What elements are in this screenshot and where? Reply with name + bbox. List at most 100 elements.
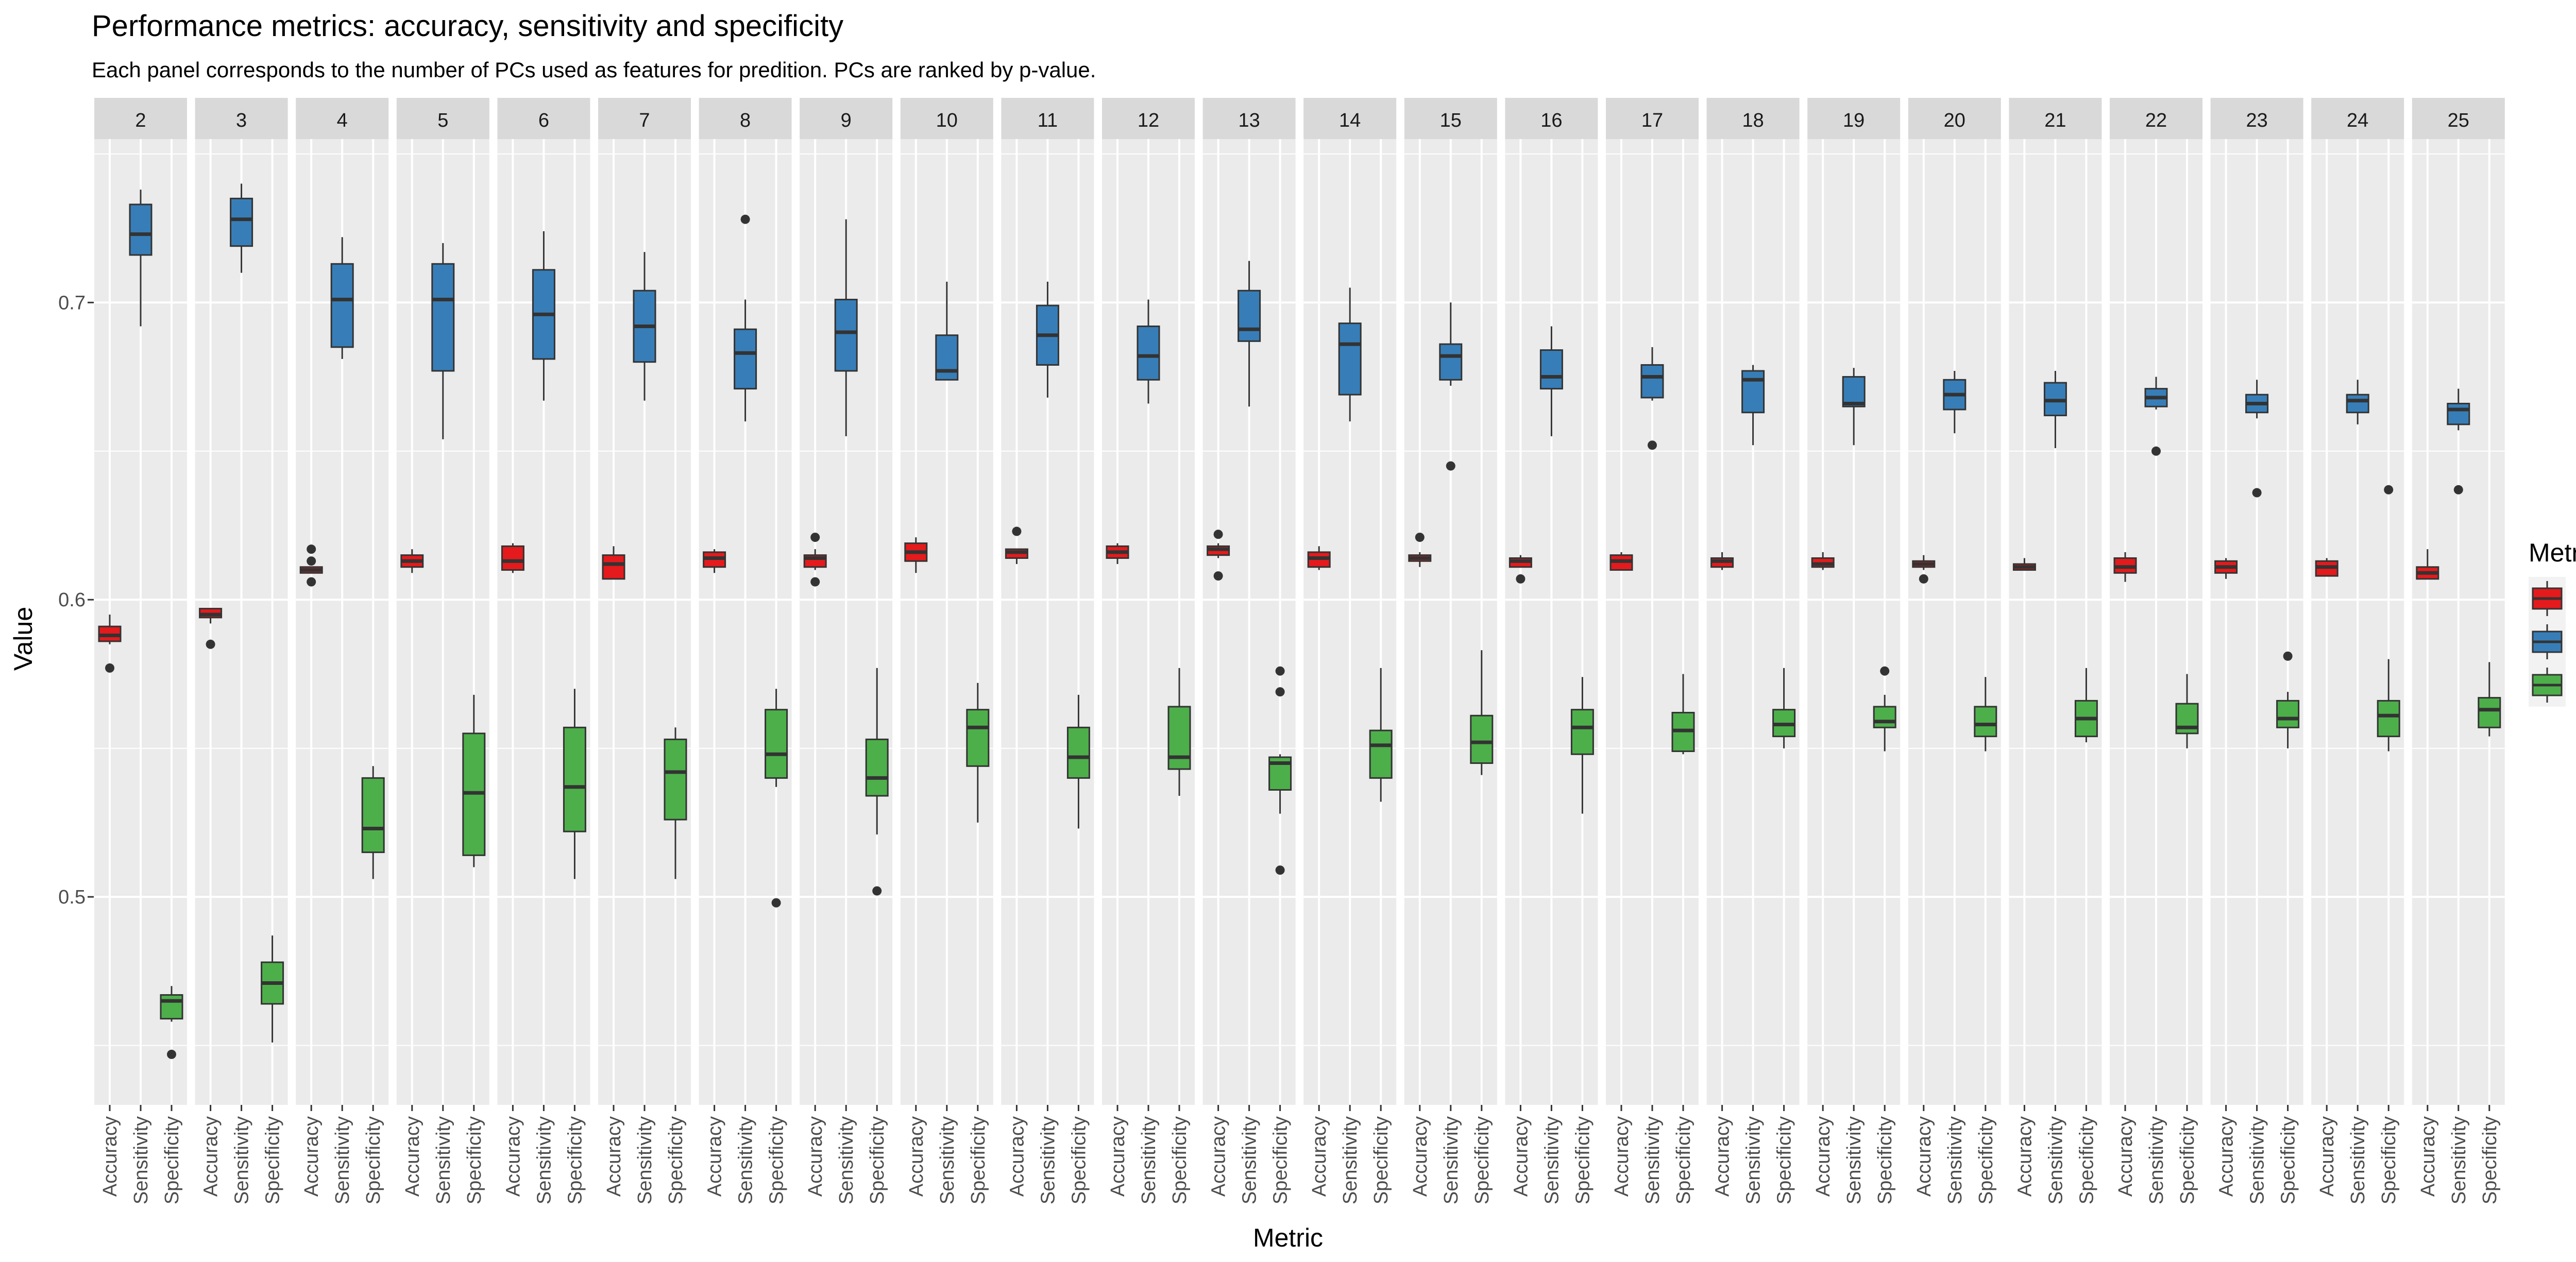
y-tick-label: 0.7 — [58, 292, 86, 314]
x-tick-label: Specificity — [1572, 1116, 1594, 1204]
box — [966, 709, 990, 767]
facet-strip-label: 16 — [1540, 110, 1562, 131]
x-tick-label: Sensitivity — [231, 1116, 253, 1204]
facet-strip-label: 25 — [2448, 110, 2469, 131]
y-axis-tick-labels: 0.5 0.6 0.7 — [58, 292, 94, 908]
facet-panel: 24 Accuracy Sensitivity Specificity — [2311, 98, 2404, 1204]
facet-strip-label: 21 — [2044, 110, 2066, 131]
boxplot-sensitivity — [1842, 368, 1866, 446]
x-tick-label: Specificity — [665, 1116, 687, 1204]
x-tick-label: Specificity — [2278, 1116, 2299, 1204]
facet-strip-label: 2 — [135, 110, 146, 131]
x-tick-label: Specificity — [2177, 1116, 2198, 1204]
boxplot-sensitivity — [1439, 302, 1463, 471]
box — [602, 554, 625, 580]
box — [330, 263, 354, 348]
box — [834, 299, 858, 372]
facet-strip-label: 5 — [437, 110, 448, 131]
y-axis-title: Value — [9, 607, 38, 671]
x-tick-label: Sensitivity — [937, 1116, 958, 1204]
boxplot-accuracy — [1509, 555, 1532, 584]
y-tick-label: 0.6 — [58, 589, 86, 611]
boxplot-accuracy — [199, 608, 223, 649]
boxplot-specificity — [2276, 651, 2300, 748]
legend-entry-specificity: Specificity — [2529, 663, 2566, 707]
box — [1640, 364, 1664, 399]
facet-panel: 25 Accuracy Sensitivity Specificity — [2412, 98, 2505, 1204]
x-tick-label: Accuracy — [99, 1116, 121, 1197]
x-tick-label: Specificity — [1169, 1116, 1191, 1204]
facet-panel: 8 Accuracy Sensitivity Specificity — [699, 98, 792, 1204]
boxplot-accuracy — [98, 615, 122, 673]
boxplot-specificity — [2175, 674, 2199, 748]
x-tick-label: Accuracy — [1410, 1116, 1431, 1197]
outlier-point — [1880, 666, 1890, 676]
boxplot-sensitivity — [330, 237, 354, 359]
x-tick-label: Specificity — [766, 1116, 788, 1204]
boxplot-specificity — [1268, 666, 1292, 875]
box — [1338, 322, 1362, 396]
boxplot-sensitivity — [935, 281, 959, 381]
x-tick-label: Accuracy — [1309, 1116, 1330, 1197]
box — [563, 726, 586, 832]
facet-strip — [1001, 98, 1094, 139]
x-tick-label: Sensitivity — [1440, 1116, 1462, 1204]
outlier-point — [810, 577, 820, 587]
box — [1842, 376, 1866, 407]
x-tick-label: Accuracy — [1611, 1116, 1633, 1197]
x-tick-label: Specificity — [2076, 1116, 2097, 1204]
facet-panel: 23 Accuracy Sensitivity Specificity — [2210, 98, 2303, 1204]
boxplot-specificity — [1066, 694, 1090, 829]
x-tick-label: Sensitivity — [1743, 1116, 1765, 1204]
boxplot-accuracy — [1307, 546, 1331, 570]
boxplot-sensitivity — [2245, 380, 2269, 498]
legend-entry-sensitivity: Sensitivity — [2529, 620, 2566, 663]
facet-strip-label: 3 — [236, 110, 247, 131]
boxplot-specificity — [160, 986, 183, 1059]
boxplot-specificity — [966, 683, 990, 823]
x-tick-label: Accuracy — [1107, 1116, 1129, 1197]
facet-strip-label: 23 — [2246, 110, 2267, 131]
x-tick-label: Accuracy — [2014, 1116, 2036, 1197]
x-tick-label: Specificity — [363, 1116, 384, 1204]
boxplot-sensitivity — [1640, 347, 1664, 450]
x-tick-label: Accuracy — [2216, 1116, 2238, 1197]
outlier-point — [1275, 666, 1285, 676]
boxplot-sensitivity — [2346, 380, 2369, 424]
boxplot-accuracy — [803, 533, 827, 587]
facet-strip — [800, 98, 893, 139]
boxplot-specificity — [1570, 677, 1594, 814]
boxplot-specificity — [361, 766, 385, 879]
facet-strip — [2412, 98, 2505, 139]
boxplot-accuracy — [2012, 558, 2036, 571]
x-tick-label: Sensitivity — [2045, 1116, 2066, 1204]
x-tick-label: Sensitivity — [1239, 1116, 1261, 1204]
box — [361, 777, 385, 854]
boxplot-accuracy — [1710, 552, 1734, 570]
facet-strip-label: 15 — [1440, 110, 1462, 131]
outlier-point — [167, 1049, 176, 1059]
boxplot-specificity — [2377, 485, 2400, 752]
facet-strip — [1706, 98, 1800, 139]
outlier-point — [1446, 461, 1455, 471]
x-tick-label: Sensitivity — [735, 1116, 757, 1204]
facet-strip — [1807, 98, 1901, 139]
facet-strip — [1102, 98, 1195, 139]
boxplot-specificity — [765, 689, 788, 908]
boxplot-accuracy — [602, 546, 625, 580]
facet-strip-label: 19 — [1843, 110, 1865, 131]
facet-panel: 21 Accuracy Sensitivity Specificity — [2009, 98, 2102, 1204]
x-axis-title: Metric — [1253, 1223, 1323, 1252]
x-tick-label: Specificity — [1874, 1116, 1896, 1204]
facet-strip — [497, 98, 590, 139]
outlier-point — [1275, 865, 1285, 875]
outlier-point — [810, 533, 820, 542]
x-tick-label: Sensitivity — [634, 1116, 656, 1204]
x-tick-label: Sensitivity — [1642, 1116, 1664, 1204]
boxplot-sensitivity — [734, 214, 757, 422]
boxplot-sensitivity — [532, 231, 555, 401]
boxplot-sensitivity — [1338, 287, 1362, 422]
facet-panel: 3 Accuracy Sensitivity Specificity — [195, 98, 288, 1204]
facet-panel: 19 Accuracy Sensitivity Specificity — [1807, 98, 1901, 1204]
